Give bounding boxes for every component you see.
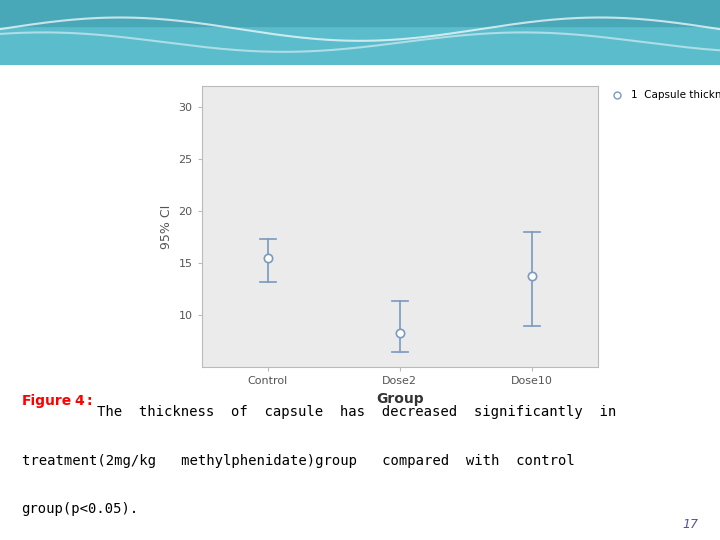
Text: Figure: Figure: [22, 394, 72, 408]
Y-axis label: 95% CI: 95% CI: [160, 205, 173, 249]
X-axis label: Group: Group: [376, 392, 423, 406]
Text: treatment(2mg/kg   methylphenidate)group   compared  with  control: treatment(2mg/kg methylphenidate)group c…: [22, 454, 575, 468]
Text: :: :: [86, 394, 92, 408]
Legend: 1  Capsule thickness: 1 Capsule thickness: [608, 86, 720, 104]
Text: The  thickness  of  capsule  has  decreased  significantly  in: The thickness of capsule has decreased s…: [97, 405, 616, 419]
Text: 4: 4: [74, 394, 84, 408]
Text: group(p<0.05).: group(p<0.05).: [22, 502, 139, 516]
Text: 17: 17: [683, 518, 698, 531]
